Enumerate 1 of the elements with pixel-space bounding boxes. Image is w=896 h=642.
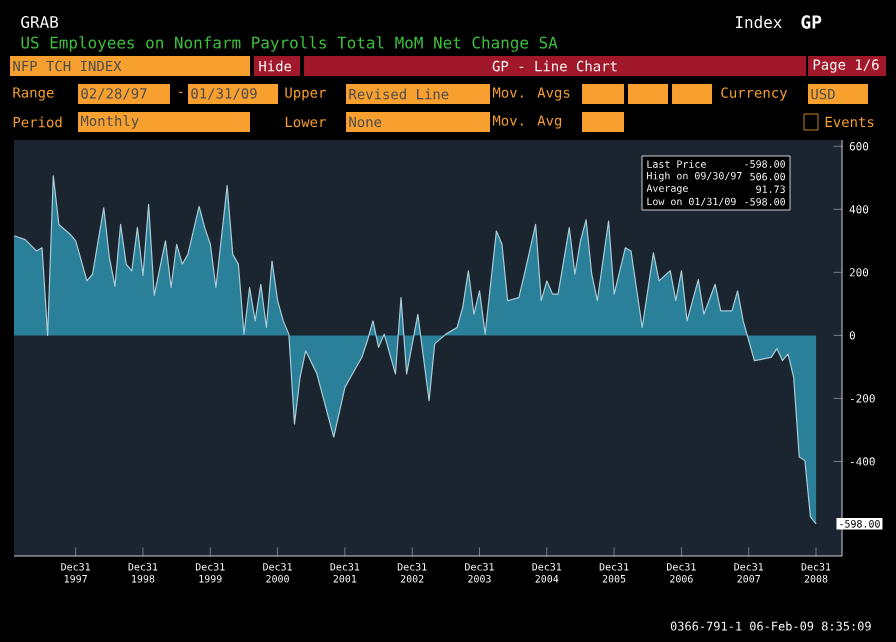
text: GP — [801, 15, 822, 29]
